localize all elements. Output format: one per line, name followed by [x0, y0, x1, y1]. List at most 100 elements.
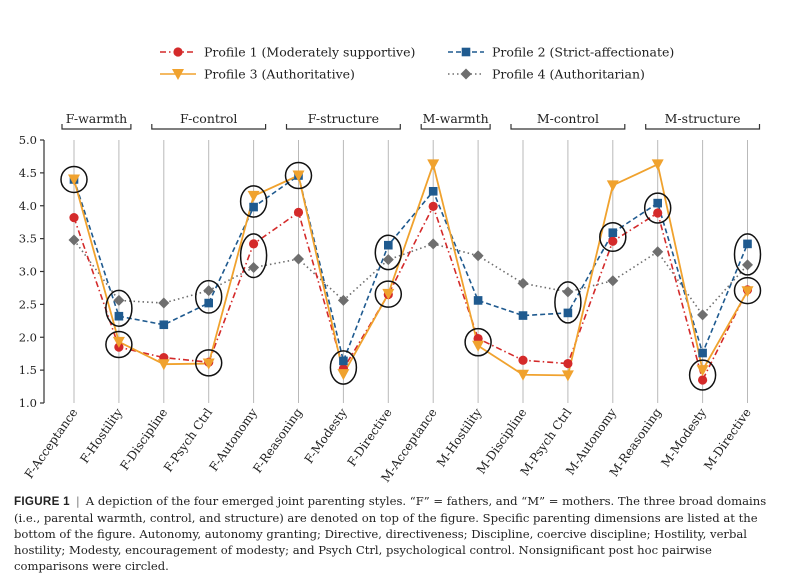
marker-profile-1-moderately-supportive-f-reasoning: [293, 207, 304, 217]
marker-profile-2-strict-affectionate-m-modesty: [698, 348, 707, 358]
marker-profile-4-authoritarian-f-discipline: [158, 297, 170, 309]
x-label-f-acceptance: F-Acceptance: [22, 406, 81, 481]
marker-profile-2-strict-affectionate-f-hostility: [114, 311, 124, 321]
marker-profile-4-authoritarian-f-acceptance: [68, 234, 80, 246]
marker-profile-4-authoritarian-m-hostility: [472, 250, 484, 262]
domain-bracket-m-control: [510, 124, 626, 130]
y-tick-label: 3.0: [19, 265, 37, 279]
marker-profile-4-authoritarian-m-psych-ctrl: [562, 286, 574, 298]
x-label-f-directive: F-Directive: [345, 406, 395, 469]
nonsig-circle-f-psych-ctrl: [194, 279, 223, 314]
marker-profile-3-authoritative-f-discipline: [157, 359, 170, 371]
nonsig-circle-f-hostility: [105, 289, 133, 327]
nonsig-circle-f-modesty: [329, 350, 358, 385]
series-lines: [73, 163, 749, 381]
nonsig-circle-f-acceptance: [60, 165, 88, 194]
domain-bracket-f-warmth: [61, 124, 132, 130]
marker-profile-1-moderately-supportive-m-autonomy: [608, 236, 618, 246]
domain-brackets: F-warmth F-control F-structure M-warmth M-co…: [61, 111, 761, 130]
legend-marker-profile-3-authoritative: [172, 69, 184, 80]
marker-profile-3-authoritative-f-modesty: [337, 369, 350, 381]
marker-profile-3-authoritative-m-directive: [741, 286, 754, 298]
figure-caption: FIGURE 1 | A depiction of the four emerged…: [14, 493, 782, 574]
domain-label-f-control: F-control: [180, 111, 237, 126]
series-line-profile-1-moderately-supportive: [73, 205, 749, 381]
marker-profile-3-authoritative-m-acceptance: [427, 159, 440, 171]
marker-profile-1-moderately-supportive-m-reasoning: [653, 208, 663, 218]
marker-profile-1-moderately-supportive-m-modesty: [698, 375, 708, 385]
y-axis: 1.0 1.5 2.0 2.5 3.0 3.5 4.0 4.5 5.0: [19, 133, 45, 410]
domain-bracket-m-warmth: [420, 124, 491, 130]
marker-profile-4-authoritarian-m-acceptance: [427, 238, 439, 250]
y-tick-label: 3.5: [19, 232, 37, 246]
marker-profile-4-authoritarian-f-hostility: [113, 294, 125, 306]
domain-bracket-m-structure: [645, 124, 761, 130]
legend-label-profile-1-moderately-supportive: Profile 1 (Moderately supportive): [204, 45, 415, 60]
marker-profile-4-authoritarian-m-reasoning: [652, 246, 664, 258]
nonsig-circle-m-autonomy: [599, 221, 627, 253]
x-label-m-modesty: M-Modesty: [658, 406, 709, 470]
series-line-profile-2-strict-affectionate: [73, 174, 749, 362]
marker-profile-4-authoritarian-m-directive: [742, 259, 753, 271]
marker-profile-2-strict-affectionate-m-reasoning: [653, 198, 662, 208]
x-label-f-hostility: F-Hostility: [77, 406, 125, 466]
marker-profile-4-authoritarian-f-psych-ctrl: [203, 285, 215, 297]
nonsig-circle-m-reasoning: [643, 192, 672, 224]
caption-text: A depiction of the four emerged joint pa…: [14, 494, 767, 573]
marker-profile-2-strict-affectionate-m-autonomy: [608, 228, 618, 238]
legend-label-profile-2-strict-affectionate: Profile 2 (Strict-affectionate): [492, 45, 674, 60]
y-tick-label: 1.0: [19, 396, 37, 410]
series-line-profile-3-authoritative: [73, 163, 749, 377]
nonsig-circle-f-psych-ctrl: [194, 349, 223, 377]
nonsignificant-circles: [60, 161, 762, 391]
marker-profile-1-moderately-supportive-m-acceptance: [428, 201, 438, 212]
marker-profile-4-authoritarian-m-autonomy: [607, 275, 619, 287]
legend: Profile 1 (Moderately supportive) Profile…: [160, 45, 674, 82]
nonsig-circle-f-directive: [374, 234, 403, 271]
legend-marker-profile-4-authoritarian: [460, 68, 472, 80]
marker-profile-3-authoritative-f-hostility: [112, 336, 125, 348]
nonsig-circle-m-psych-ctrl: [554, 281, 582, 324]
legend-label-profile-4-authoritarian: Profile 4 (Authoritarian): [492, 67, 645, 82]
domain-bracket-f-control: [151, 124, 267, 130]
domain-label-m-warmth: M-warmth: [423, 111, 489, 126]
marker-profile-2-strict-affectionate-f-discipline: [159, 320, 169, 330]
marker-profile-2-strict-affectionate-m-directive: [743, 239, 752, 249]
marker-profile-3-authoritative-m-hostility: [472, 340, 485, 352]
marker-profile-4-authoritarian-m-modesty: [697, 309, 709, 321]
parenting-profiles-chart: Profile 1 (Moderately supportive) Profile…: [19, 45, 762, 485]
nonsig-circle-f-autonomy: [239, 185, 268, 218]
marker-profile-4-authoritarian-m-discipline: [517, 277, 529, 289]
x-label-f-modesty: F-Modesty: [302, 406, 350, 467]
marker-profile-2-strict-affectionate-f-autonomy: [249, 202, 258, 212]
legend-marker-profile-2-strict-affectionate: [461, 47, 471, 57]
marker-profile-2-strict-affectionate-f-modesty: [339, 356, 348, 366]
marker-profile-3-authoritative-f-reasoning: [292, 170, 305, 182]
y-tick-label: 5.0: [19, 133, 37, 147]
marker-profile-4-authoritarian-f-reasoning: [293, 253, 304, 265]
marker-profile-3-authoritative-m-modesty: [696, 365, 709, 377]
y-tick-label: 2.5: [19, 297, 37, 311]
marker-profile-4-authoritarian-f-directive: [382, 254, 394, 266]
marker-profile-2-strict-affectionate-f-directive: [384, 240, 393, 250]
x-label-f-discipline: F-Discipline: [117, 406, 170, 473]
domain-bracket-f-structure: [285, 124, 401, 130]
marker-profile-4-authoritarian-f-modesty: [337, 294, 349, 306]
domain-label-m-structure: M-structure: [665, 111, 741, 126]
marker-profile-3-authoritative-m-reasoning: [651, 159, 664, 171]
domain-label-m-control: M-control: [537, 111, 599, 126]
marker-profile-3-authoritative-m-autonomy: [606, 180, 619, 192]
x-axis-labels: F-AcceptanceF-HostilityF-DisciplineF-Psy…: [22, 405, 754, 484]
nonsig-circle-m-modesty: [688, 359, 717, 391]
nonsig-circle-m-directive: [733, 276, 762, 305]
nonsig-circle-f-directive: [374, 280, 403, 308]
domain-label-f-structure: F-structure: [308, 111, 379, 126]
x-label-m-directive: M-Directive: [701, 406, 754, 473]
marker-profile-1-moderately-supportive-m-psych-ctrl: [563, 358, 573, 369]
marker-profile-2-strict-affectionate-m-discipline: [518, 311, 528, 320]
marker-profile-1-moderately-supportive-f-autonomy: [249, 239, 259, 249]
marker-profile-2-strict-affectionate-m-psych-ctrl: [563, 308, 573, 318]
y-tick-label: 4.0: [19, 199, 37, 213]
marker-profile-3-authoritative-f-acceptance: [68, 174, 80, 186]
y-tick-label: 2.0: [19, 330, 37, 344]
